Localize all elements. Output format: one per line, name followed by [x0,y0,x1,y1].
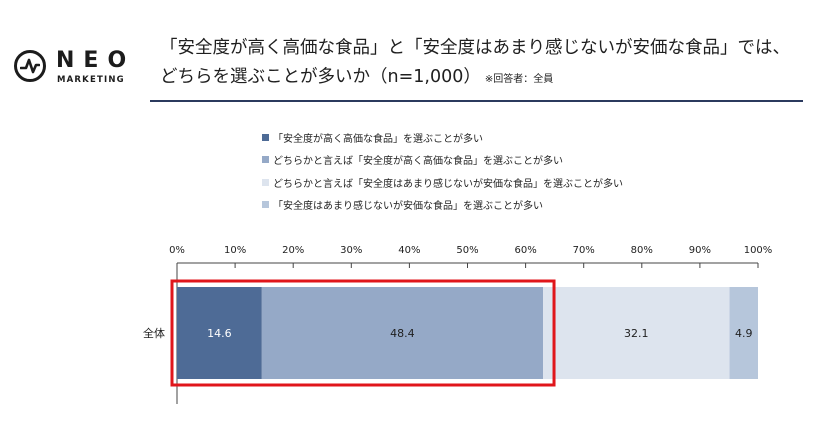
data-label: 48.4 [390,327,415,340]
title-line-1: 「安全度が高く高価な食品」と「安全度はあまり感じないが安価な食品」では、 [160,38,790,58]
chart-legend: 「安全度が高く高価な食品」を選ぶことが多いどちらかと言えば「安全度が高く高価な食… [262,126,623,216]
title-line-2: どちらを選ぶことが多いか（n=1,000） ※回答者：全員 [160,63,820,94]
x-tick-label: 90% [689,245,711,256]
legend-swatch [262,178,269,186]
x-tick-label: 30% [340,245,362,256]
legend-swatch [262,201,269,209]
x-tick-label: 100% [744,245,773,256]
legend-label: どちらかと言えば「安全度が高く高価な食品」を選ぶことが多い [273,156,563,168]
bar-segment [729,287,758,379]
data-label: 14.6 [207,327,232,340]
x-tick-label: 60% [514,245,536,256]
legend-label: 「安全度が高く高価な食品」を選ぶことが多い [273,133,483,145]
neo-marketing-logo: NEO MARKETING [14,42,140,86]
data-label: 32.1 [624,327,649,340]
legend-item: 「安全度が高く高価な食品」を選ぶことが多い [262,126,623,149]
bar-segment [261,287,544,379]
legend-item: 「安全度はあまり感じないが安価な食品」を選ぶことが多い [262,194,623,217]
legend-swatch [262,133,269,141]
bar-segment [543,287,730,379]
title-note: ※回答者：全員 [484,74,554,85]
title-question: どちらを選ぶことが多いか（n=1,000） [160,67,481,87]
x-tick-label: 10% [224,245,246,256]
title-divider [150,100,803,102]
logo-subtext: MARKETING [57,75,125,85]
category-label: 全体 [143,326,165,340]
highlight-box [170,279,556,387]
x-tick-label: 70% [573,245,595,256]
legend-item: どちらかと言えば「安全度はあまり感じないが安価な食品」を選ぶことが多い [262,171,623,194]
legend-item: どちらかと言えば「安全度が高く高価な食品」を選ぶことが多い [262,149,623,172]
x-tick-label: 40% [398,245,420,256]
legend-label: 「安全度はあまり感じないが安価な食品」を選ぶことが多い [273,201,543,213]
bar-segment [177,287,262,379]
x-tick-label: 50% [456,245,478,256]
logo-mark-icon [14,50,46,82]
logo-name: NEO [56,48,136,73]
x-tick-label: 20% [282,245,304,256]
chart-title: 「安全度が高く高価な食品」と「安全度はあまり感じないが安価な食品」では、 どちら… [160,34,820,94]
x-tick-label: 80% [631,245,653,256]
legend-swatch [262,156,269,164]
legend-label: どちらかと言えば「安全度はあまり感じないが安価な食品」を選ぶことが多い [273,178,623,190]
x-tick-label: 0% [169,245,185,256]
data-label: 4.9 [735,327,753,340]
